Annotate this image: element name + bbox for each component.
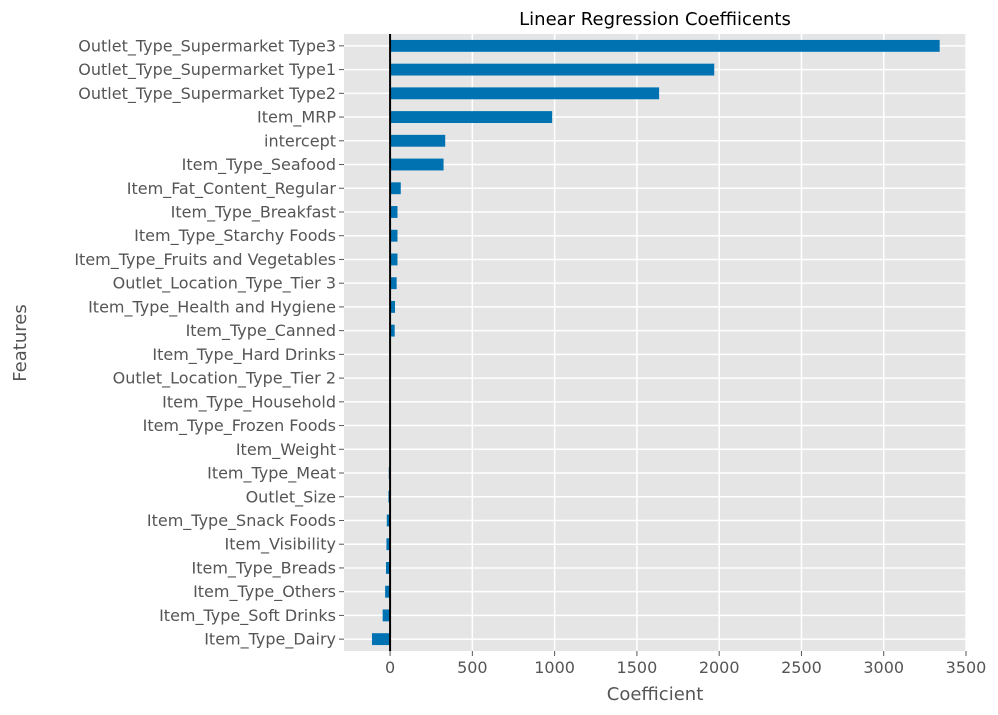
y-tick-label: intercept	[264, 131, 336, 150]
y-tick-label: Item_Type_Fruits and Vegetables	[74, 250, 336, 270]
bar	[390, 229, 398, 242]
bar	[390, 182, 401, 195]
x-tick-label: 3500	[946, 658, 987, 677]
bar	[390, 253, 398, 266]
y-tick-label: Item_Type_Health and Hygiene	[88, 297, 336, 317]
x-tick-labels: 0 500 1000 1500 2000 2500 3000 3500	[385, 651, 986, 677]
bar	[385, 585, 391, 598]
bar	[382, 609, 391, 622]
bar	[385, 562, 391, 574]
y-tick-label: Outlet_Location_Type_Tier 3	[113, 274, 336, 294]
y-axis-label: Features	[10, 304, 31, 381]
x-tick-label: 500	[457, 658, 488, 677]
bar	[390, 39, 940, 52]
bar	[390, 277, 397, 290]
x-tick-label: 0	[385, 658, 395, 677]
y-tick-label: Item_Type_Soft Drinks	[159, 606, 336, 626]
y-tick-label: Outlet_Type_Supermarket Type3	[78, 36, 336, 56]
y-tick-label: Item_Type_Breakfast	[171, 202, 336, 222]
bar	[390, 87, 660, 100]
y-tick-label: Outlet_Size	[246, 487, 336, 507]
y-tick-label: Item_Fat_Content_Regular	[127, 179, 337, 199]
x-tick-label: 2000	[699, 658, 740, 677]
y-tick-labels: Outlet_Type_Supermarket Type3 Outlet_Type…	[74, 36, 344, 650]
y-tick-label: Item_Type_Others	[193, 582, 336, 602]
y-tick-label: Item_MRP	[257, 108, 336, 128]
bars	[371, 39, 940, 646]
bar	[371, 633, 391, 646]
bar	[386, 514, 391, 527]
y-tick-label: Item_Type_Snack Foods	[147, 511, 336, 531]
bar	[390, 158, 444, 171]
y-tick-label: Item_Type_Meat	[207, 464, 336, 484]
bar	[390, 300, 396, 313]
y-tick-label: Item_Type_Hard Drinks	[152, 345, 336, 365]
y-tick-label: Outlet_Location_Type_Tier 2	[113, 369, 336, 389]
bar	[390, 63, 715, 76]
y-tick-label: Item_Type_Dairy	[204, 630, 336, 650]
bar	[390, 134, 446, 147]
y-tick-label: Outlet_Type_Supermarket Type1	[78, 60, 336, 80]
x-tick-label: 1500	[617, 658, 658, 677]
y-tick-label: Item_Weight	[236, 440, 336, 460]
y-tick-label: Item_Type_Canned	[186, 321, 336, 341]
y-tick-label: Item_Type_Frozen Foods	[143, 416, 336, 436]
y-tick-label: Item_Type_Seafood	[182, 155, 336, 175]
bar	[390, 206, 398, 218]
x-tick-label: 2500	[781, 658, 822, 677]
y-tick-label: Item_Type_Breads	[191, 558, 336, 578]
bar	[390, 324, 395, 337]
x-tick-label: 3000	[863, 658, 904, 677]
bar	[390, 111, 553, 123]
y-tick-label: Outlet_Type_Supermarket Type2	[78, 84, 336, 104]
bar	[386, 538, 391, 551]
x-tick-label: 1000	[534, 658, 575, 677]
x-axis-label: Coefficient	[607, 684, 704, 705]
chart-title: Linear Regression Coeffiicents	[519, 9, 791, 30]
plot-background	[344, 34, 966, 651]
y-tick-label: Item_Type_Starchy Foods	[134, 226, 336, 246]
y-tick-label: Item_Type_Household	[162, 392, 336, 412]
y-tick-label: Item_Visibility	[225, 535, 336, 555]
